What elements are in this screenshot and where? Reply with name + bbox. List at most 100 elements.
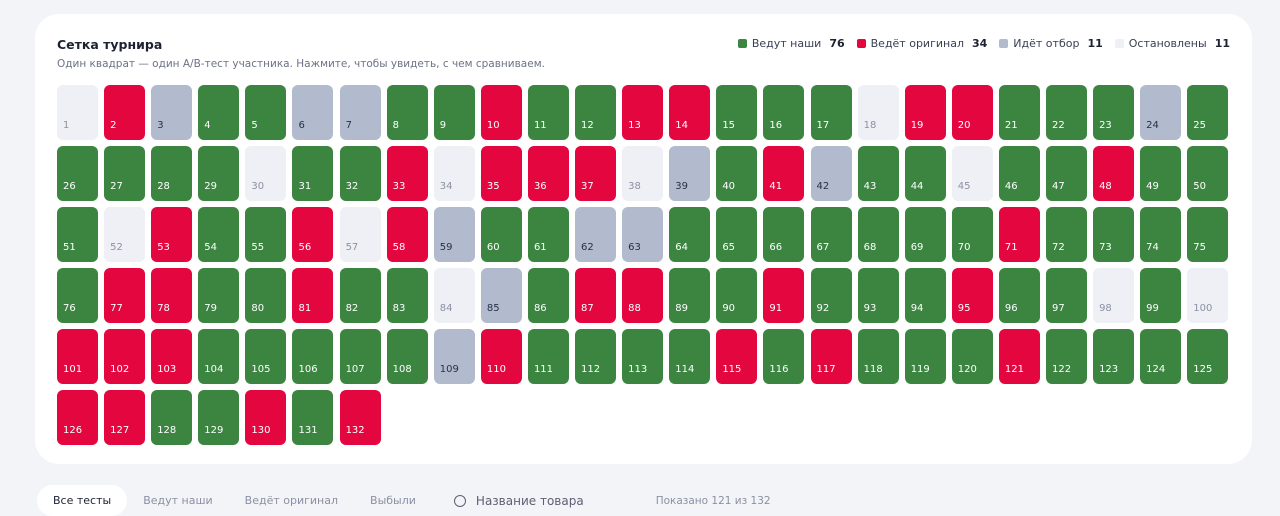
test-cell[interactable]: 120 bbox=[951, 329, 993, 384]
test-cell[interactable]: 108 bbox=[386, 329, 428, 384]
test-cell[interactable]: 61 bbox=[527, 207, 569, 262]
filter-tab[interactable]: Все тесты bbox=[37, 485, 128, 516]
test-cell[interactable]: 112 bbox=[575, 329, 617, 384]
test-cell[interactable]: 80 bbox=[245, 268, 287, 323]
test-cell[interactable]: 66 bbox=[763, 207, 805, 262]
test-cell[interactable]: 97 bbox=[1045, 268, 1087, 323]
test-cell[interactable]: 35 bbox=[480, 146, 522, 201]
test-cell[interactable]: 73 bbox=[1093, 207, 1135, 262]
test-cell[interactable]: 75 bbox=[1187, 207, 1229, 262]
test-cell[interactable]: 22 bbox=[1045, 85, 1087, 140]
test-cell[interactable]: 17 bbox=[810, 85, 852, 140]
test-cell[interactable]: 3 bbox=[151, 85, 193, 140]
test-cell[interactable]: 57 bbox=[339, 207, 381, 262]
test-cell[interactable]: 113 bbox=[622, 329, 664, 384]
test-cell[interactable]: 56 bbox=[292, 207, 334, 262]
test-cell[interactable]: 9 bbox=[433, 85, 475, 140]
test-cell[interactable]: 15 bbox=[716, 85, 758, 140]
test-cell[interactable]: 18 bbox=[857, 85, 899, 140]
test-cell[interactable]: 51 bbox=[57, 207, 98, 262]
test-cell[interactable]: 12 bbox=[575, 85, 617, 140]
test-cell[interactable]: 34 bbox=[433, 146, 475, 201]
test-cell[interactable]: 13 bbox=[622, 85, 664, 140]
test-cell[interactable]: 90 bbox=[716, 268, 758, 323]
test-cell[interactable]: 10 bbox=[480, 85, 522, 140]
test-cell[interactable]: 40 bbox=[716, 146, 758, 201]
test-cell[interactable]: 54 bbox=[198, 207, 240, 262]
test-cell[interactable]: 69 bbox=[904, 207, 946, 262]
test-cell[interactable]: 28 bbox=[151, 146, 193, 201]
test-cell[interactable]: 14 bbox=[669, 85, 711, 140]
test-cell[interactable]: 85 bbox=[480, 268, 522, 323]
test-cell[interactable]: 105 bbox=[245, 329, 287, 384]
test-cell[interactable]: 100 bbox=[1187, 268, 1229, 323]
test-cell[interactable]: 87 bbox=[575, 268, 617, 323]
test-cell[interactable]: 21 bbox=[998, 85, 1040, 140]
test-cell[interactable]: 33 bbox=[386, 146, 428, 201]
test-cell[interactable]: 72 bbox=[1045, 207, 1087, 262]
test-cell[interactable]: 63 bbox=[622, 207, 664, 262]
test-cell[interactable]: 65 bbox=[716, 207, 758, 262]
test-cell[interactable]: 24 bbox=[1140, 85, 1182, 140]
search[interactable]: Название товара bbox=[453, 494, 584, 508]
test-cell[interactable]: 132 bbox=[339, 390, 381, 445]
test-cell[interactable]: 107 bbox=[339, 329, 381, 384]
test-cell[interactable]: 67 bbox=[810, 207, 852, 262]
test-cell[interactable]: 77 bbox=[104, 268, 146, 323]
test-cell[interactable]: 70 bbox=[951, 207, 993, 262]
test-cell[interactable]: 99 bbox=[1140, 268, 1182, 323]
test-cell[interactable]: 88 bbox=[622, 268, 664, 323]
test-cell[interactable]: 103 bbox=[151, 329, 193, 384]
test-cell[interactable]: 8 bbox=[386, 85, 428, 140]
test-cell[interactable]: 62 bbox=[575, 207, 617, 262]
test-cell[interactable]: 118 bbox=[857, 329, 899, 384]
test-cell[interactable]: 23 bbox=[1093, 85, 1135, 140]
test-cell[interactable]: 121 bbox=[998, 329, 1040, 384]
filter-tab[interactable]: Выбыли bbox=[370, 494, 416, 507]
test-cell[interactable]: 114 bbox=[669, 329, 711, 384]
test-cell[interactable]: 95 bbox=[951, 268, 993, 323]
test-cell[interactable]: 101 bbox=[57, 329, 98, 384]
test-cell[interactable]: 59 bbox=[433, 207, 475, 262]
filter-tab[interactable]: Ведёт оригинал bbox=[244, 494, 339, 507]
test-cell[interactable]: 52 bbox=[104, 207, 146, 262]
test-cell[interactable]: 71 bbox=[998, 207, 1040, 262]
test-cell[interactable]: 45 bbox=[951, 146, 993, 201]
test-cell[interactable]: 91 bbox=[763, 268, 805, 323]
test-cell[interactable]: 7 bbox=[339, 85, 381, 140]
test-cell[interactable]: 78 bbox=[151, 268, 193, 323]
test-cell[interactable]: 129 bbox=[198, 390, 240, 445]
test-cell[interactable]: 11 bbox=[527, 85, 569, 140]
test-cell[interactable]: 119 bbox=[904, 329, 946, 384]
test-cell[interactable]: 104 bbox=[198, 329, 240, 384]
test-cell[interactable]: 74 bbox=[1140, 207, 1182, 262]
test-cell[interactable]: 37 bbox=[575, 146, 617, 201]
test-cell[interactable]: 20 bbox=[951, 85, 993, 140]
test-cell[interactable]: 83 bbox=[386, 268, 428, 323]
test-cell[interactable]: 131 bbox=[292, 390, 334, 445]
test-cell[interactable]: 116 bbox=[763, 329, 805, 384]
test-cell[interactable]: 6 bbox=[292, 85, 334, 140]
test-cell[interactable]: 109 bbox=[433, 329, 475, 384]
test-cell[interactable]: 27 bbox=[104, 146, 146, 201]
test-cell[interactable]: 126 bbox=[57, 390, 98, 445]
test-cell[interactable]: 2 bbox=[104, 85, 146, 140]
filter-tab[interactable]: Ведут наши bbox=[143, 494, 213, 507]
test-cell[interactable]: 1 bbox=[57, 85, 98, 140]
test-cell[interactable]: 115 bbox=[716, 329, 758, 384]
test-cell[interactable]: 64 bbox=[669, 207, 711, 262]
test-cell[interactable]: 93 bbox=[857, 268, 899, 323]
test-cell[interactable]: 49 bbox=[1140, 146, 1182, 201]
test-cell[interactable]: 39 bbox=[669, 146, 711, 201]
test-cell[interactable]: 32 bbox=[339, 146, 381, 201]
test-cell[interactable]: 48 bbox=[1093, 146, 1135, 201]
test-cell[interactable]: 50 bbox=[1187, 146, 1229, 201]
test-cell[interactable]: 94 bbox=[904, 268, 946, 323]
test-cell[interactable]: 16 bbox=[763, 85, 805, 140]
test-cell[interactable]: 19 bbox=[904, 85, 946, 140]
test-cell[interactable]: 106 bbox=[292, 329, 334, 384]
test-cell[interactable]: 29 bbox=[198, 146, 240, 201]
test-cell[interactable]: 60 bbox=[480, 207, 522, 262]
test-cell[interactable]: 30 bbox=[245, 146, 287, 201]
test-cell[interactable]: 36 bbox=[527, 146, 569, 201]
